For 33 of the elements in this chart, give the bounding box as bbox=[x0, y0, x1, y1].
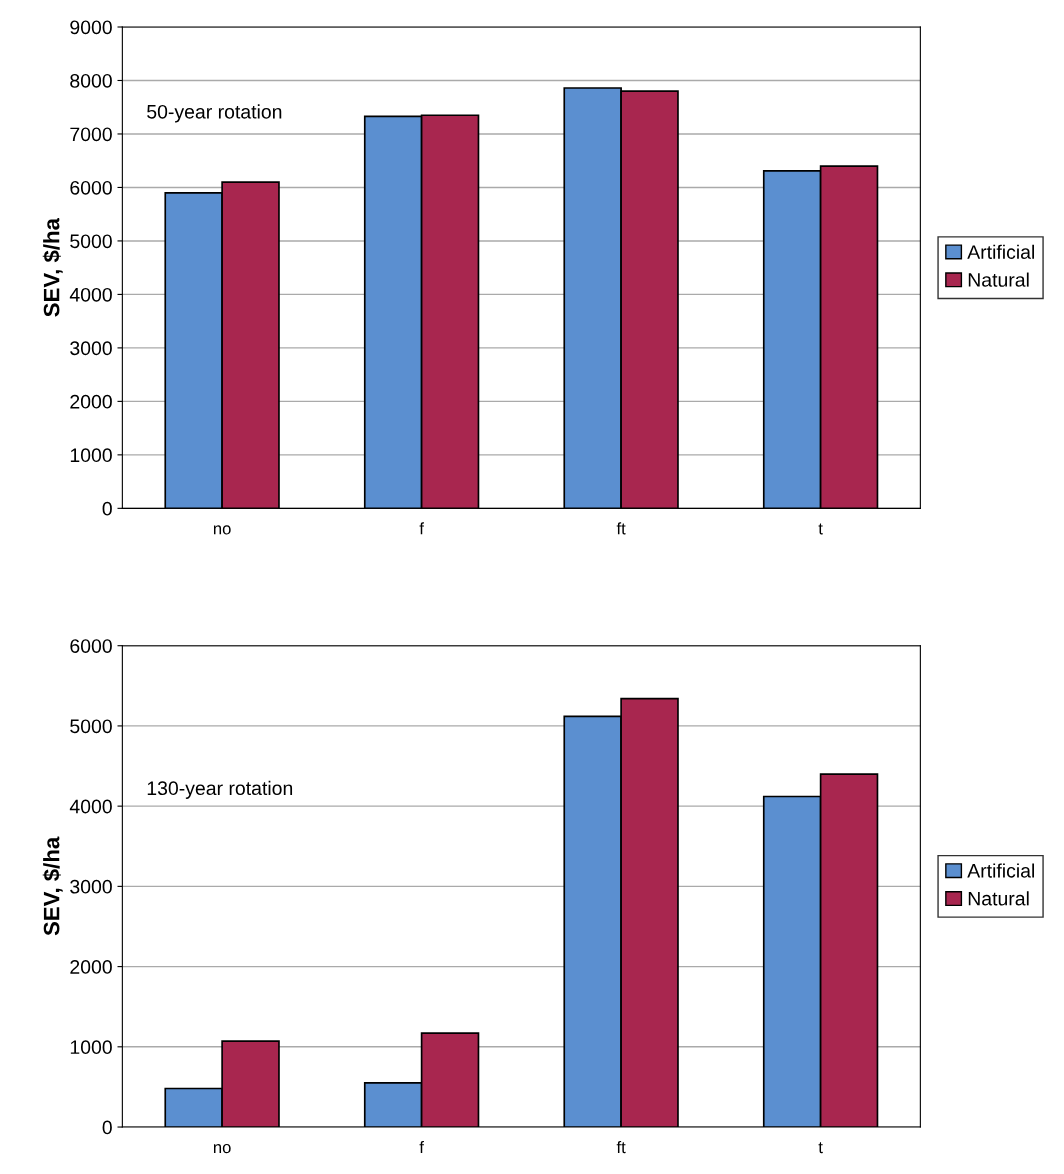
y-tick-label: 4000 bbox=[69, 287, 112, 302]
x-tick-label: ft bbox=[616, 1140, 626, 1154]
x-tick-label: no bbox=[213, 1144, 231, 1154]
annotation: 50-year rotation bbox=[147, 104, 282, 123]
annotation: 130-year rotation bbox=[147, 780, 293, 799]
y-tick-label: 7000 bbox=[70, 127, 112, 142]
y-tick-label: 3000 bbox=[70, 341, 112, 356]
y-axis-title: SEV, $/ha bbox=[42, 217, 63, 317]
y-tick-label: 4000 bbox=[69, 799, 112, 814]
y-tick-label: 3000 bbox=[70, 879, 112, 894]
x-tick-label: f bbox=[419, 522, 424, 535]
y-tick-label: 0 bbox=[102, 501, 112, 516]
y-tick-label: 8000 bbox=[70, 73, 112, 88]
y-tick-label: 2000 bbox=[70, 394, 112, 409]
legend-label: Artificial bbox=[967, 863, 1034, 878]
legend-label: Natural bbox=[968, 891, 1029, 906]
x-tick-label: t bbox=[818, 1142, 823, 1154]
x-tick-label: t bbox=[818, 523, 823, 535]
y-tick-label: 5000 bbox=[70, 719, 112, 734]
y-tick-label: 9000 bbox=[70, 20, 112, 35]
y-tick-label: 2000 bbox=[70, 960, 112, 974]
x-tick-label: f bbox=[419, 1140, 424, 1154]
y-tick-label: 1000 bbox=[70, 1040, 112, 1055]
y-tick-label: 1000 bbox=[70, 448, 112, 463]
legend-label: Artificial bbox=[967, 244, 1034, 259]
legend-label: Natural bbox=[968, 272, 1029, 287]
y-axis-title: SEV, $/ha bbox=[42, 836, 63, 936]
y-tick-label: 0 bbox=[102, 1120, 112, 1135]
y-tick-label: 6000 bbox=[70, 639, 112, 653]
x-tick-label: no bbox=[213, 525, 231, 535]
y-tick-label: 5000 bbox=[70, 234, 112, 249]
y-tick-label: 6000 bbox=[70, 180, 112, 195]
x-tick-label: ft bbox=[616, 522, 626, 535]
